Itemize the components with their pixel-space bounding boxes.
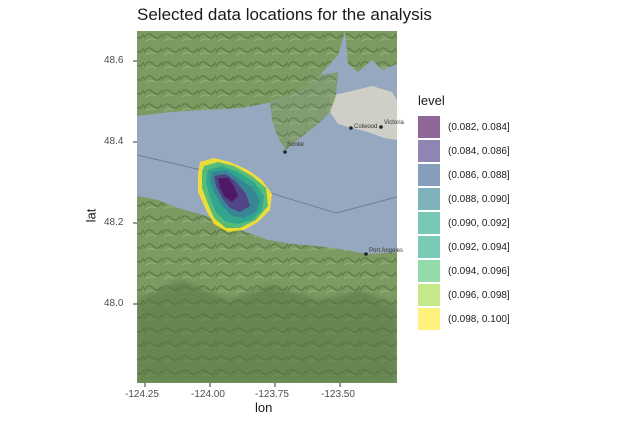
- x-tick-label: -124.00: [191, 389, 225, 400]
- legend-swatch: [418, 284, 440, 306]
- x-axis-ticks: [144, 383, 341, 387]
- legend-swatch: [418, 188, 440, 210]
- legend-item: (0.086, 0.088]: [418, 163, 510, 187]
- plot-title: Selected data locations for the analysis: [137, 5, 432, 24]
- urban-land: [270, 72, 338, 150]
- legend-label: (0.096, 0.098]: [448, 289, 510, 301]
- legend-swatch: [418, 140, 440, 162]
- level-patch-core: [218, 178, 238, 202]
- legend-label: (0.090, 0.092]: [448, 217, 510, 229]
- x-axis-title: lon: [255, 400, 273, 415]
- northern-land: [137, 31, 345, 116]
- legend-item: (0.092, 0.094]: [418, 235, 510, 259]
- northern-land-east: [345, 31, 397, 72]
- legend-swatch: [418, 116, 440, 138]
- y-tick-label: 48.2: [104, 217, 124, 228]
- place-marker-colwood: [349, 126, 353, 130]
- legend-label: (0.092, 0.094]: [448, 241, 510, 253]
- legend-label: (0.086, 0.088]: [448, 169, 510, 181]
- legend-item: (0.096, 0.098]: [418, 283, 510, 307]
- legend-label: (0.082, 0.084]: [448, 121, 510, 133]
- legend-item: (0.082, 0.084]: [418, 115, 510, 139]
- place-label-port-angeles: Port Angeles: [369, 248, 404, 254]
- place-label-colwood: Colwood: [354, 124, 378, 130]
- place-marker-port-angeles: [364, 252, 368, 256]
- place-label-victoria: Victoria: [384, 120, 404, 126]
- data-overlay: [198, 158, 272, 232]
- place-marker-sooke: [283, 150, 287, 154]
- legend-label: (0.088, 0.090]: [448, 193, 510, 205]
- legend-label: (0.094, 0.096]: [448, 265, 510, 277]
- x-tick-label: -123.75: [255, 389, 289, 400]
- legend-swatch: [418, 260, 440, 282]
- y-axis-title: lat: [83, 208, 99, 223]
- y-axis-ticks: [133, 60, 137, 305]
- place-marker-victoria: [379, 125, 383, 129]
- mountain-shading: [137, 280, 397, 383]
- legend-title: level: [418, 93, 445, 108]
- y-tick-label: 48.0: [104, 298, 124, 309]
- y-tick-label: 48.4: [104, 136, 124, 147]
- x-tick-label: -124.25: [125, 389, 159, 400]
- legend-swatch: [418, 164, 440, 186]
- legend-label: (0.084, 0.086]: [448, 145, 510, 157]
- legend-item: (0.084, 0.086]: [418, 139, 510, 163]
- legend-item: (0.098, 0.100]: [418, 307, 510, 331]
- y-tick-label: 48.6: [104, 55, 124, 66]
- legend-swatch: [418, 308, 440, 330]
- legend-item: (0.094, 0.096]: [418, 259, 510, 283]
- legend-item: (0.088, 0.090]: [418, 187, 510, 211]
- place-label-sooke: Sooke: [287, 142, 305, 148]
- legend-item: (0.090, 0.092]: [418, 211, 510, 235]
- legend-label: (0.098, 0.100]: [448, 313, 510, 325]
- legend-swatch: [418, 212, 440, 234]
- x-tick-label: -123.50: [321, 389, 355, 400]
- legend-swatch: [418, 236, 440, 258]
- border-line: [137, 154, 397, 214]
